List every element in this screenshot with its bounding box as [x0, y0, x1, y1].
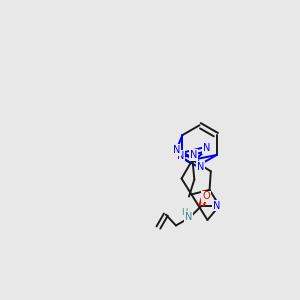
Text: O: O	[202, 191, 210, 201]
Text: N: N	[190, 150, 197, 160]
Text: N: N	[173, 145, 180, 155]
Text: N: N	[203, 143, 210, 153]
Text: H: H	[182, 208, 188, 217]
Text: N: N	[177, 151, 184, 161]
Text: N: N	[185, 212, 192, 222]
Text: N: N	[213, 201, 220, 211]
Text: N: N	[197, 162, 204, 172]
